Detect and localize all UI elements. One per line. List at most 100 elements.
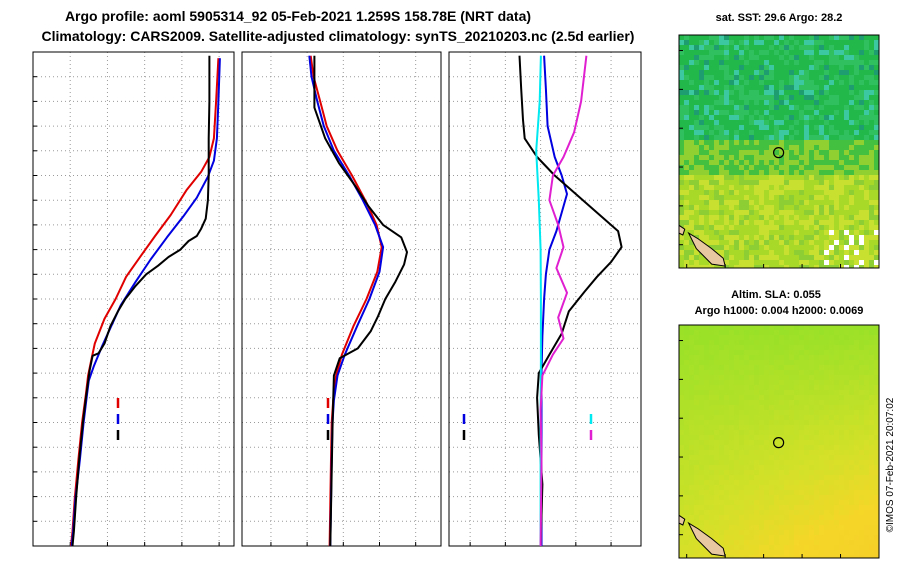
map-pixel (799, 265, 804, 268)
map-pixel (739, 125, 744, 130)
map-pixel (769, 490, 774, 495)
map-pixel (789, 45, 794, 50)
map-pixel (799, 250, 804, 255)
map-pixel (744, 135, 749, 140)
map-pixel (799, 100, 804, 105)
map-pixel (744, 235, 749, 240)
map-pixel (804, 220, 809, 225)
map-pixel (799, 105, 804, 110)
map-pixel (834, 60, 839, 65)
map-pixel (754, 510, 759, 515)
map-pixel (679, 385, 684, 390)
map-pixel (834, 155, 839, 160)
map-pixel (709, 60, 714, 65)
map-pixel (824, 460, 829, 465)
map-pixel (819, 205, 824, 210)
map-pixel (869, 530, 874, 535)
map-pixel (859, 175, 864, 180)
map-pixel (779, 70, 784, 75)
map-pixel (679, 150, 684, 155)
map-pixel (709, 190, 714, 195)
map-pixel (689, 360, 694, 365)
map-pixel (719, 230, 724, 235)
map-pixel (704, 220, 709, 225)
map-pixel (859, 145, 864, 150)
map-pixel (834, 185, 839, 190)
map-pixel (874, 170, 879, 175)
map-pixel (804, 330, 809, 335)
map-pixel (769, 345, 774, 350)
map-pixel (789, 220, 794, 225)
map-pixel (709, 445, 714, 450)
map-pixel (834, 105, 839, 110)
map-pixel (769, 140, 774, 145)
map-pixel (694, 470, 699, 475)
map-pixel (684, 490, 689, 495)
map-pixel (789, 360, 794, 365)
map-pixel (854, 45, 859, 50)
map-pixel (874, 355, 879, 360)
map-pixel (819, 345, 824, 350)
map-pixel (859, 450, 864, 455)
map-pixel (744, 150, 749, 155)
map-pixel (829, 485, 834, 490)
map-pixel (784, 375, 789, 380)
map-pixel (874, 540, 879, 545)
map-pixel (849, 325, 854, 330)
map-pixel (849, 115, 854, 120)
map-pixel (689, 545, 694, 550)
map-pixel (699, 125, 704, 130)
map-pixel (734, 350, 739, 355)
map-pixel (684, 95, 689, 100)
map-pixel (799, 255, 804, 260)
map-pixel (779, 160, 784, 165)
map-pixel (754, 465, 759, 470)
map-pixel (839, 185, 844, 190)
map-pixel (699, 335, 704, 340)
map-pixel (679, 135, 684, 140)
map-pixel (774, 195, 779, 200)
map-pixel (834, 375, 839, 380)
map-pixel (739, 250, 744, 255)
map-pixel (854, 265, 859, 268)
map-pixel (769, 255, 774, 260)
map-pixel (844, 535, 849, 540)
map-pixel (784, 180, 789, 185)
map-pixel (699, 365, 704, 370)
map-pixel (769, 95, 774, 100)
map-pixel (769, 425, 774, 430)
map-pixel (789, 240, 794, 245)
map-pixel (684, 340, 689, 345)
map-pixel (844, 485, 849, 490)
map-pixel (784, 480, 789, 485)
map-pixel (834, 530, 839, 535)
map-pixel (774, 265, 779, 268)
map-pixel (714, 55, 719, 60)
map-pixel (829, 265, 834, 268)
map-pixel (829, 395, 834, 400)
map-pixel (814, 100, 819, 105)
map-pixel (689, 245, 694, 250)
map-pixel (729, 75, 734, 80)
map-pixel (744, 210, 749, 215)
map-pixel (764, 65, 769, 70)
map-pixel (834, 100, 839, 105)
map-pixel (734, 330, 739, 335)
map-pixel (819, 195, 824, 200)
map-pixel (854, 55, 859, 60)
map-pixel (764, 190, 769, 195)
map-pixel (789, 505, 794, 510)
map-pixel (794, 155, 799, 160)
map-pixel (804, 255, 809, 260)
map-pixel (724, 425, 729, 430)
map-pixel (844, 210, 849, 215)
map-pixel (749, 480, 754, 485)
map-pixel (724, 510, 729, 515)
map-pixel (824, 225, 829, 230)
map-pixel (719, 365, 724, 370)
map-pixel (759, 70, 764, 75)
map-pixel (784, 115, 789, 120)
map-pixel (819, 535, 824, 540)
map-pixel (699, 110, 704, 115)
map-pixel (739, 510, 744, 515)
